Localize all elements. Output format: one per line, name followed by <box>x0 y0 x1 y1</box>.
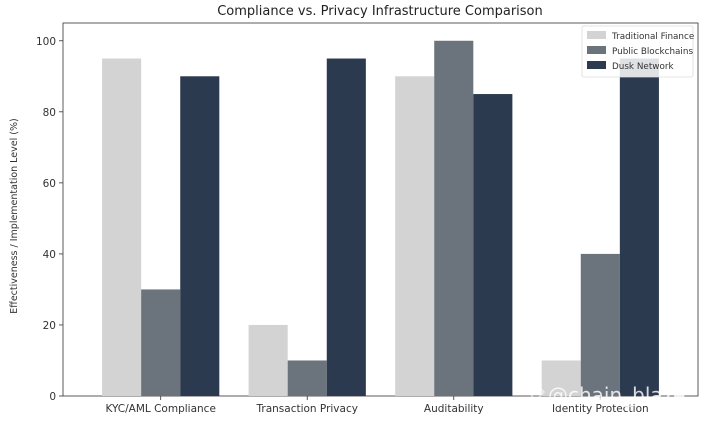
y-tick-label: 20 <box>43 320 56 332</box>
watermark-text: @chain_blaze <box>548 383 685 407</box>
bar <box>473 94 513 397</box>
bar <box>141 289 181 396</box>
x-tick-label: Auditability <box>424 403 484 415</box>
y-tick-label: 60 <box>43 178 56 190</box>
bar <box>180 76 220 397</box>
legend-swatch <box>587 46 606 54</box>
bars-layer <box>102 40 659 397</box>
legend-label: Dusk Network <box>612 62 674 72</box>
watermark: @chain_blaze <box>526 382 685 407</box>
chart-title: Compliance vs. Privacy Infrastructure Co… <box>217 4 543 19</box>
legend-swatch <box>587 61 606 69</box>
y-tick-label: 80 <box>43 107 56 119</box>
legend-label: Public Blockchains <box>612 47 693 57</box>
x-axis-ticks: KYC/AML Compliance Transaction Privacy Aud… <box>105 396 649 415</box>
plot-border <box>62 22 699 397</box>
bar <box>541 360 581 396</box>
plot-frame <box>62 22 699 397</box>
bar <box>395 76 435 397</box>
y-axis-label: Effectiveness / Implementation Level (%) <box>9 118 20 313</box>
x-tick-label: Identity Protection <box>552 403 649 415</box>
y-tick-label: 0 <box>49 391 56 403</box>
legend-swatch <box>587 31 606 39</box>
y-axis-ticks: 0 20 40 60 80 100 <box>36 36 63 403</box>
bar <box>434 40 474 397</box>
legend-box <box>581 25 694 78</box>
bar <box>287 360 327 396</box>
bar <box>102 58 142 397</box>
bar <box>619 58 659 397</box>
watermark-logo-icon <box>526 382 546 402</box>
x-tick-label: KYC/AML Compliance <box>105 403 215 415</box>
bar <box>326 58 366 397</box>
bar <box>580 253 620 396</box>
legend: Traditional Finance Public Blockchains Dus… <box>581 25 694 78</box>
y-tick-label: 40 <box>43 249 56 261</box>
y-tick-label: 100 <box>36 36 56 48</box>
bar <box>248 324 288 396</box>
legend-label: Traditional Finance <box>611 32 694 42</box>
x-tick-label: Transaction Privacy <box>256 403 358 415</box>
